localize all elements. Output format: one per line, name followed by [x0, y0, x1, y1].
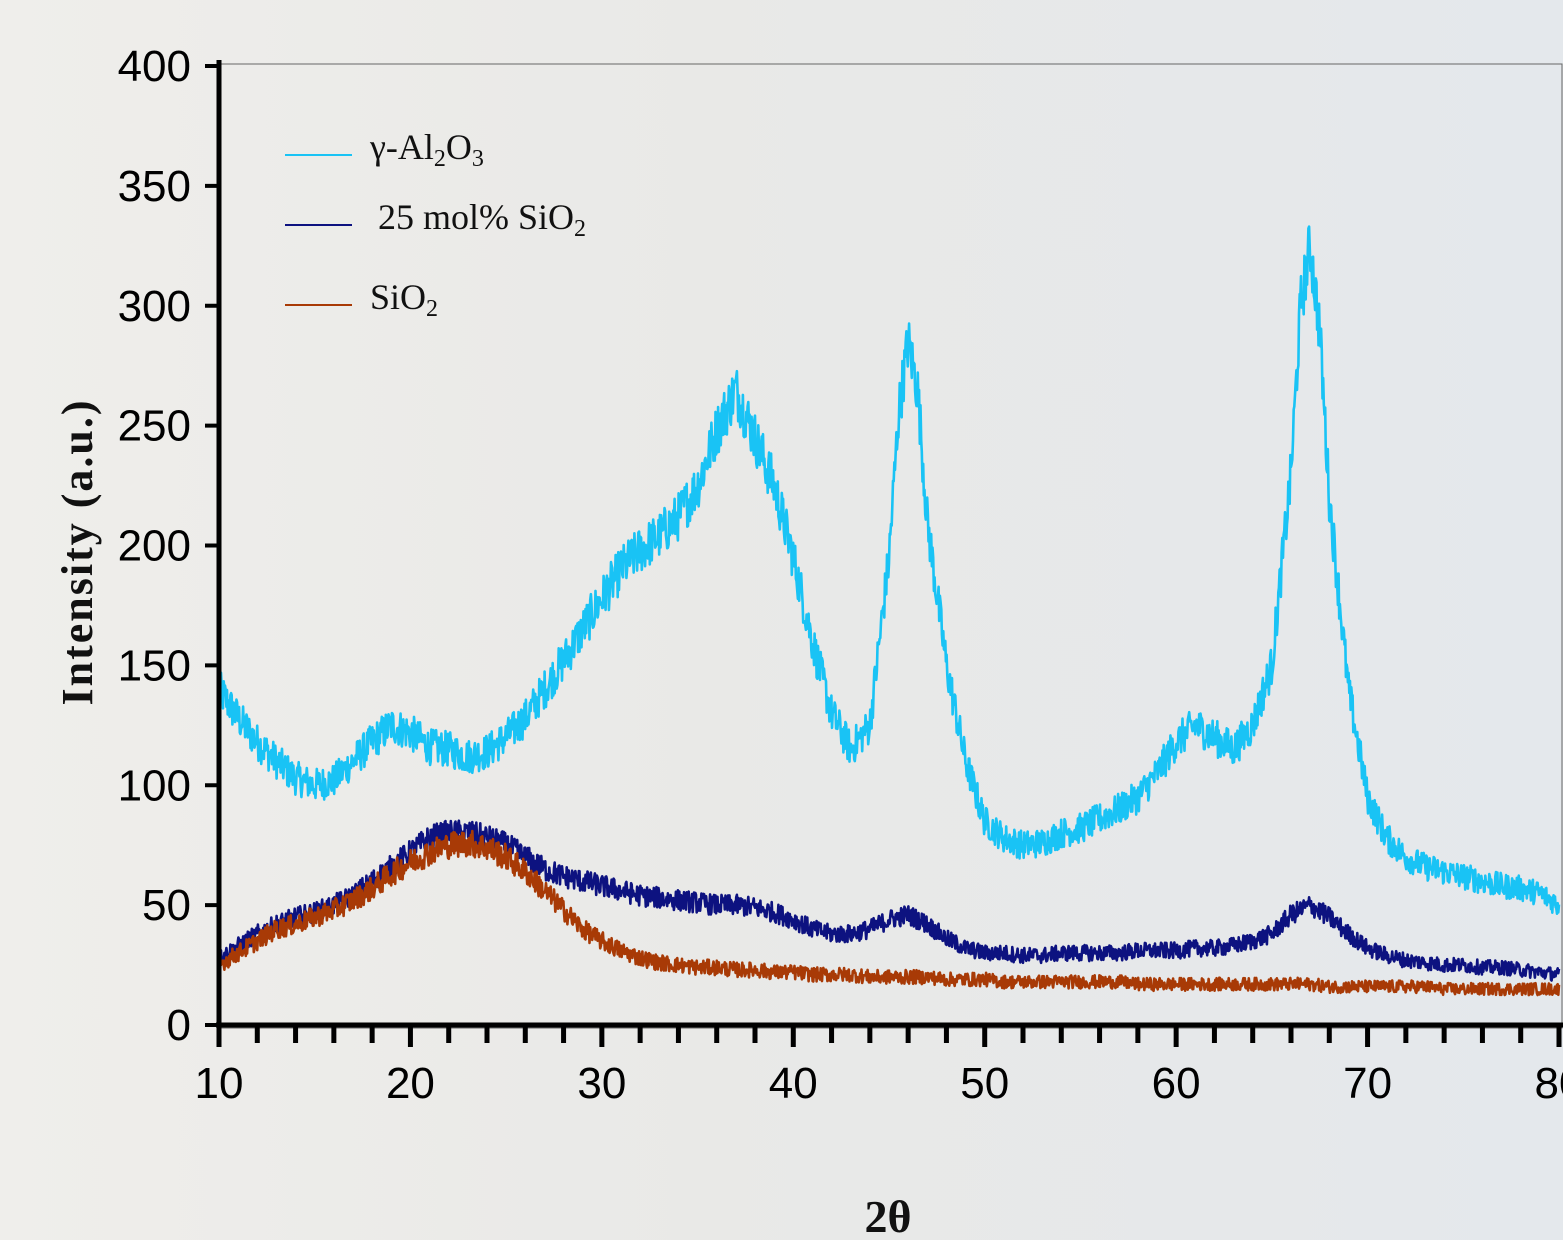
legend: γ-Al2O3 25 mol% SiO2 SiO2: [285, 127, 586, 322]
x-tick-label: 50: [960, 1059, 1009, 1108]
y-tick-label: 300: [118, 282, 191, 331]
series-gamma-al2o3: [217, 225, 1561, 915]
y-tick-label: 400: [118, 42, 191, 91]
y-tick-label: 350: [118, 162, 191, 211]
x-tick-label: 30: [577, 1059, 626, 1108]
legend-entry-label: 25 mol% SiO2: [378, 197, 586, 242]
axes-layer: 0 50 100 150 200 250 300 350 400 10 20 30 40 50 60 70 80: [118, 42, 1563, 1108]
legend-entry-label: γ-Al2O3: [369, 127, 484, 172]
y-tick-label: 50: [142, 881, 191, 930]
series-layer: [217, 225, 1561, 997]
x-axis-title: 2θ: [864, 1191, 911, 1240]
x-tick-label: 10: [195, 1059, 244, 1108]
y-tick-label: 100: [118, 761, 191, 810]
x-tick-label: 60: [1152, 1059, 1201, 1108]
y-tick-label: 200: [118, 522, 191, 571]
y-tick-label: 0: [167, 1001, 191, 1050]
x-tick-label: 70: [1343, 1059, 1392, 1108]
y-tick-label: 250: [118, 402, 191, 451]
x-tick-label: 20: [386, 1059, 435, 1108]
y-axis-title: Intensity (a.u.): [53, 398, 102, 705]
series-25mol-sio2: [217, 819, 1561, 982]
series-sio2: [217, 829, 1561, 997]
legend-entry-label: SiO2: [370, 277, 438, 322]
x-tick-label: 40: [769, 1059, 818, 1108]
y-tick-label: 150: [118, 641, 191, 690]
x-tick-label: 80: [1535, 1059, 1563, 1108]
